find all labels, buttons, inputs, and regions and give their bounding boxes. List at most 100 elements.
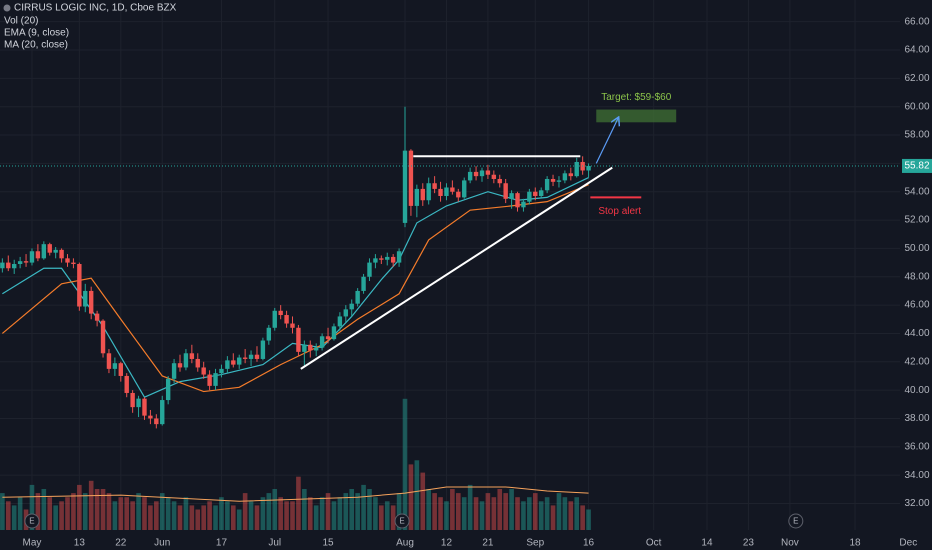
volume-bar — [426, 489, 431, 530]
candle-body — [278, 310, 283, 316]
candle-body — [201, 367, 206, 375]
volume-bar — [497, 489, 503, 530]
volume-bar — [266, 493, 272, 530]
candle-body — [456, 191, 461, 198]
candle-body — [390, 256, 396, 263]
y-tick-label: 52.00 — [904, 215, 929, 226]
volume-bar — [343, 493, 349, 530]
volume-bar — [562, 497, 568, 530]
candle-body — [71, 262, 76, 265]
candle-body — [450, 187, 455, 192]
candle-body — [94, 313, 100, 321]
volume-bar — [53, 505, 58, 530]
volume-bar — [5, 501, 11, 530]
volume-bar — [432, 493, 437, 530]
volume-bar — [313, 505, 319, 530]
volume-bar — [568, 501, 574, 530]
x-tick-label: 14 — [701, 538, 713, 549]
volume-bar — [521, 501, 526, 530]
volume-bar — [444, 501, 449, 530]
volume-bar — [302, 489, 307, 530]
annotations: Stop alert Target: $59-$60 E E E — [0, 92, 900, 529]
volume-bar — [183, 497, 189, 530]
candle-body — [408, 150, 414, 206]
volume-bar — [100, 489, 106, 530]
volume-bar — [331, 501, 337, 530]
volume-bar — [219, 497, 224, 530]
volume-bar — [515, 497, 520, 530]
y-tick-label: 58.00 — [904, 130, 929, 141]
candle-body — [385, 256, 390, 260]
volume-bar — [17, 497, 23, 530]
candle-body — [47, 244, 52, 253]
candle-body — [325, 336, 331, 340]
volume-bar — [112, 501, 118, 530]
candle-body — [313, 347, 319, 351]
volume-bar — [154, 501, 159, 530]
volume-bar — [325, 493, 331, 530]
volume-bar — [485, 493, 491, 530]
candle-body — [426, 183, 431, 201]
x-tick-label: Jun — [154, 538, 170, 549]
y-tick-label: 66.00 — [904, 16, 929, 27]
candle-body — [189, 353, 195, 359]
volume-bar — [118, 497, 124, 530]
candle-body — [88, 290, 94, 314]
volume-bar — [538, 501, 544, 530]
volume-bar — [461, 497, 467, 530]
candle-body — [308, 344, 313, 351]
candle-body — [213, 373, 218, 386]
candle-body — [515, 193, 520, 208]
candle-body — [136, 398, 141, 408]
volume-bar — [260, 497, 266, 530]
volume-bar — [527, 497, 532, 530]
candle-body — [467, 171, 473, 181]
volume-bar — [106, 493, 112, 530]
volume-bar — [456, 493, 461, 530]
candle-body — [124, 375, 129, 393]
candle-body — [337, 316, 343, 327]
volume-bar — [159, 493, 165, 530]
stop-label: Stop alert — [598, 206, 641, 217]
candle-body — [272, 310, 277, 328]
x-tick-label: 22 — [115, 538, 127, 549]
target-label: Target: $59-$60 — [601, 92, 671, 103]
volume-bar — [136, 493, 141, 530]
candle-body — [355, 290, 360, 304]
candle-body — [331, 326, 337, 340]
candle-body — [438, 188, 443, 196]
volume-bar — [41, 489, 47, 530]
candle-body — [420, 188, 425, 201]
x-tick-label: Aug — [396, 538, 414, 549]
volume-bar — [124, 497, 130, 530]
volume-bar — [272, 489, 278, 530]
volume-pane — [0, 398, 591, 530]
candle-body — [225, 360, 230, 369]
candle-body — [29, 251, 35, 263]
candle-body — [503, 183, 508, 199]
candle-body — [349, 303, 354, 310]
candle-body — [284, 315, 289, 324]
candle-body — [544, 178, 550, 191]
volume-bar — [225, 501, 230, 530]
x-tick-label: 18 — [849, 538, 861, 549]
last-price-badge — [902, 158, 932, 173]
candle-body — [485, 170, 491, 175]
volume-bar — [284, 501, 289, 530]
y-tick-label: 34.00 — [904, 470, 929, 481]
volume-bar — [319, 497, 325, 530]
volume-bar — [165, 497, 171, 530]
candle-body — [290, 323, 295, 328]
candle-body — [266, 327, 272, 341]
y-tick-label: 48.00 — [904, 271, 929, 282]
candle-body — [83, 290, 88, 307]
candle-body — [432, 183, 437, 189]
candle-body — [231, 360, 236, 365]
candle-body — [343, 309, 348, 317]
earnings-marker — [788, 513, 804, 529]
volume-bar — [450, 489, 455, 530]
x-tick-label: 21 — [482, 538, 494, 549]
y-tick-label: 50.00 — [904, 243, 929, 254]
x-tick-label: 16 — [583, 538, 595, 549]
volume-bar — [396, 493, 402, 530]
